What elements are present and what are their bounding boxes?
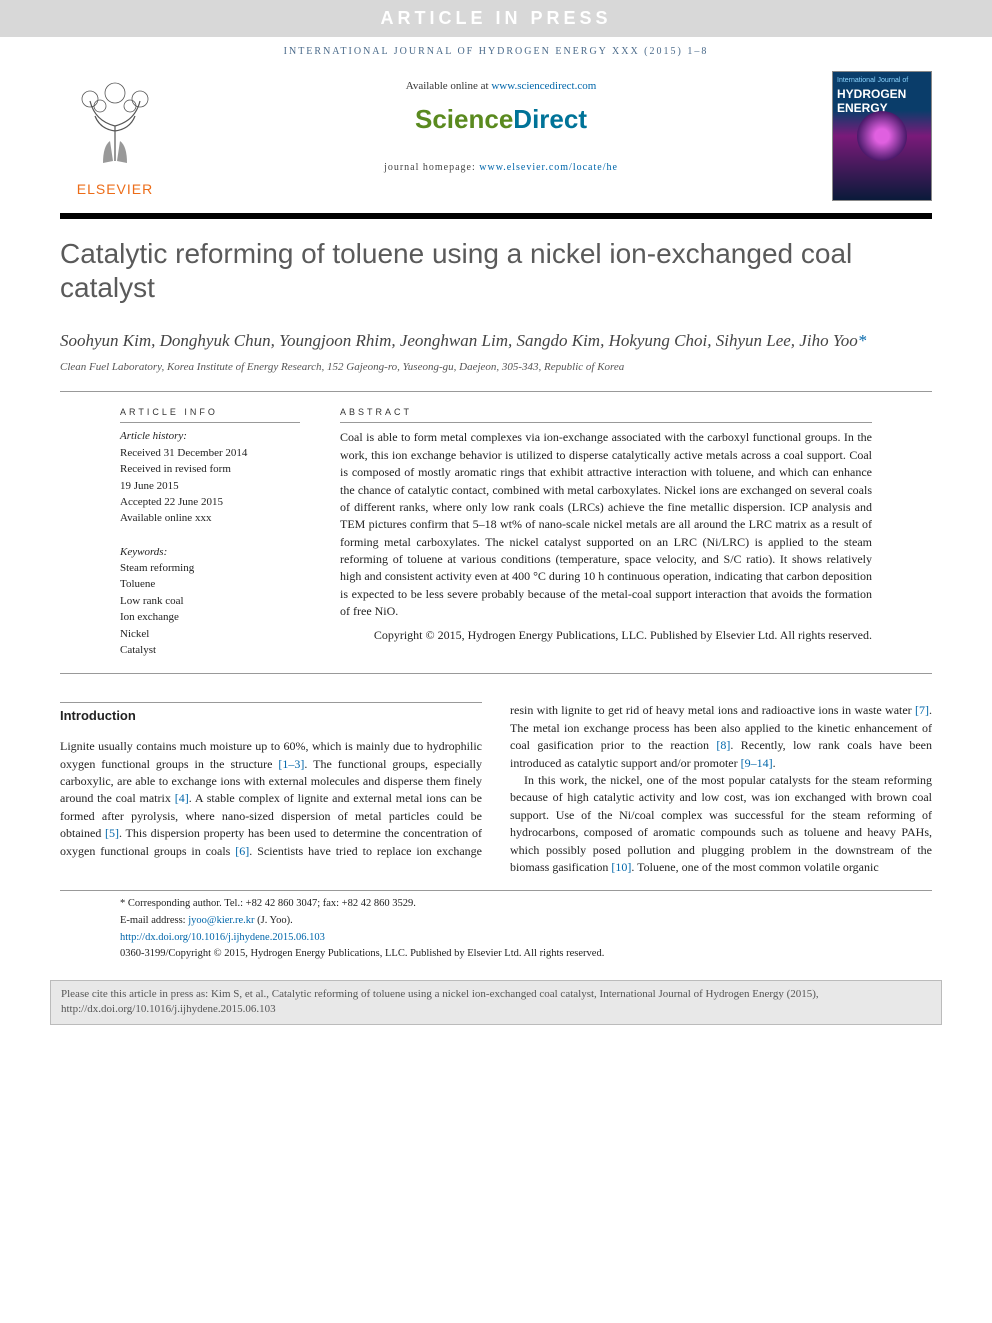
citation-link[interactable]: [4] <box>175 791 189 805</box>
keyword: Low rank coal <box>120 594 300 609</box>
citation-link[interactable]: [10] <box>611 860 631 874</box>
homepage-link[interactable]: www.elsevier.com/locate/he <box>479 162 618 173</box>
available-online-line: Available online at www.sciencedirect.co… <box>190 79 812 94</box>
citation-link[interactable]: [5] <box>105 826 119 840</box>
keyword: Nickel <box>120 627 300 642</box>
citation-link[interactable]: [8] <box>716 738 730 752</box>
text: . <box>773 756 776 770</box>
citation-link[interactable]: [7] <box>915 703 929 717</box>
sciencedirect-link[interactable]: www.sciencedirect.com <box>491 80 596 92</box>
publisher-header: ELSEVIER Available online at www.science… <box>0 71 992 213</box>
title-block: Catalytic reforming of toluene using a n… <box>0 219 992 312</box>
keyword: Toluene <box>120 577 300 592</box>
history-label: Article history: <box>120 429 300 444</box>
history-item: Accepted 22 June 2015 <box>120 495 300 510</box>
authors-text: Soohyun Kim, Donghyuk Chun, Youngjoon Rh… <box>60 331 858 350</box>
elsevier-label: ELSEVIER <box>60 180 170 200</box>
homepage-prefix: journal homepage: <box>384 162 479 173</box>
keywords-block: Keywords: Steam reforming Toluene Low ra… <box>120 545 300 659</box>
sd-direct: Direct <box>513 104 587 134</box>
homepage-line: journal homepage: www.elsevier.com/locat… <box>190 161 812 175</box>
history-item: Received 31 December 2014 <box>120 446 300 461</box>
elsevier-logo-block: ELSEVIER <box>60 71 170 200</box>
article-info-column: ARTICLE INFO Article history: Received 3… <box>120 392 300 674</box>
sciencedirect-logo[interactable]: ScienceDirect <box>190 101 812 137</box>
elsevier-tree-icon <box>65 71 165 171</box>
keyword: Catalyst <box>120 643 300 658</box>
email-line: E-mail address: jyoo@kier.re.kr (J. Yoo)… <box>120 914 872 929</box>
history-item: Available online xxx <box>120 511 300 526</box>
keyword: Ion exchange <box>120 610 300 625</box>
cover-graphic-icon <box>857 111 907 161</box>
affiliation: Clean Fuel Laboratory, Korea Institute o… <box>0 358 992 390</box>
corresponding-author-line: * Corresponding author. Tel.: +82 42 860… <box>120 897 872 912</box>
corresponding-mark: * <box>858 331 867 350</box>
article-title: Catalytic reforming of toluene using a n… <box>60 237 932 304</box>
email-label: E-mail address: <box>120 915 188 926</box>
abstract-column: ABSTRACT Coal is able to form metal comp… <box>340 392 872 674</box>
journal-cover: International Journal of HYDROGEN ENERGY <box>832 71 932 201</box>
sd-science: Science <box>415 104 513 134</box>
article-info-heading: ARTICLE INFO <box>120 406 300 424</box>
abstract-heading: ABSTRACT <box>340 406 872 424</box>
text: with lignite to get rid of heavy metal i… <box>537 703 915 717</box>
history-item: 19 June 2015 <box>120 479 300 494</box>
cover-title-hydrogen: HYDROGEN <box>837 88 927 100</box>
email-suffix: (J. Yoo). <box>254 915 292 926</box>
body-paragraph: In this work, the nickel, one of the mos… <box>510 772 932 876</box>
body-columns: Introduction Lignite usually contains mu… <box>0 674 992 886</box>
author-list: Soohyun Kim, Donghyuk Chun, Youngjoon Rh… <box>0 312 992 358</box>
in-press-banner: ARTICLE IN PRESS <box>0 0 992 37</box>
doi-link[interactable]: http://dx.doi.org/10.1016/j.ijhydene.201… <box>120 931 872 946</box>
info-abstract-row: ARTICLE INFO Article history: Received 3… <box>60 391 932 675</box>
citation-link[interactable]: [6] <box>235 844 249 858</box>
introduction-heading: Introduction <box>60 702 482 726</box>
citation-box: Please cite this article in press as: Ki… <box>50 980 942 1025</box>
history-item: Received in revised form <box>120 462 300 477</box>
citation-link[interactable]: [1–3] <box>278 757 304 771</box>
text: . Toluene, one of the most common volati… <box>631 860 878 874</box>
keywords-label: Keywords: <box>120 545 300 560</box>
keyword: Steam reforming <box>120 561 300 576</box>
email-link[interactable]: jyoo@kier.re.kr <box>188 915 254 926</box>
available-prefix: Available online at <box>406 80 492 92</box>
text: In this work, the nickel, one of the mos… <box>510 773 932 874</box>
cover-subtitle: International Journal of <box>837 76 927 86</box>
issn-copyright-line: 0360-3199/Copyright © 2015, Hydrogen Ene… <box>120 947 872 962</box>
copyright-line: Copyright © 2015, Hydrogen Energy Public… <box>340 627 872 644</box>
sciencedirect-block: Available online at www.sciencedirect.co… <box>190 71 812 175</box>
abstract-text: Coal is able to form metal complexes via… <box>340 429 872 620</box>
journal-citation-header: INTERNATIONAL JOURNAL OF HYDROGEN ENERGY… <box>0 37 992 71</box>
citation-link[interactable]: [9–14] <box>741 756 773 770</box>
footer-block: * Corresponding author. Tel.: +82 42 860… <box>60 890 932 974</box>
